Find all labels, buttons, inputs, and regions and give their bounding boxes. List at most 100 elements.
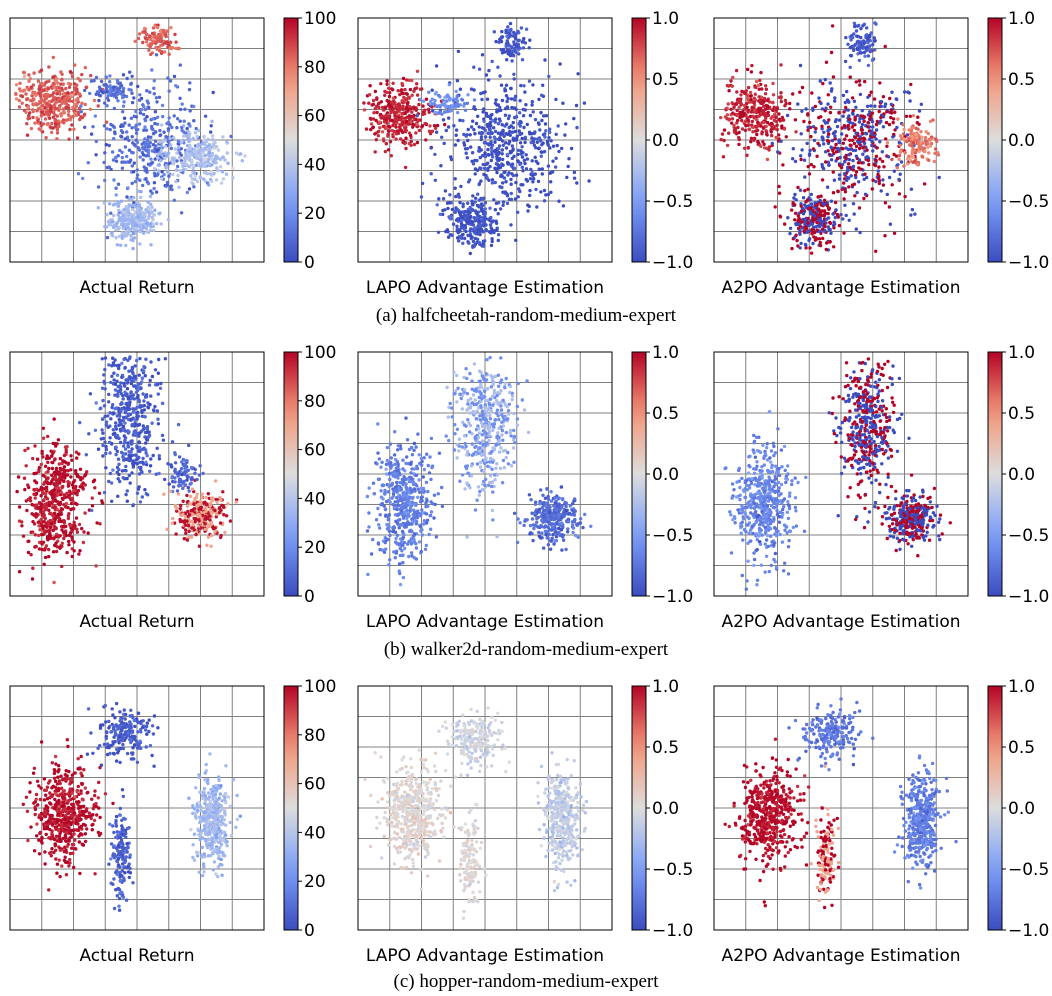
colorbar-tick-label: 60: [304, 107, 326, 127]
data-point: [496, 238, 500, 243]
data-point: [155, 148, 159, 152]
data-point: [837, 177, 842, 181]
data-point: [874, 137, 878, 141]
data-point: [114, 193, 118, 197]
data-point: [820, 107, 825, 111]
data-point: [800, 85, 805, 90]
data-point: [122, 160, 126, 164]
data-point: [866, 95, 870, 99]
data-point: [189, 138, 193, 142]
data-point: [477, 240, 481, 245]
data-point: [506, 25, 510, 29]
data-point: [831, 212, 835, 216]
data-point: [829, 158, 834, 162]
data-point: [549, 190, 553, 194]
data-point: [375, 97, 379, 102]
data-point: [231, 176, 235, 180]
data-point: [732, 123, 736, 128]
data-point: [70, 123, 74, 127]
data-point: [843, 160, 847, 164]
data-point: [380, 114, 384, 118]
data-point: [396, 131, 401, 135]
data-point: [793, 218, 797, 222]
data-point: [490, 178, 495, 182]
data-point: [451, 98, 456, 103]
data-point: [765, 98, 770, 103]
data-point: [388, 140, 393, 144]
colorbar-tick-label: 1.0: [652, 9, 679, 29]
data-point: [175, 151, 179, 155]
data-point: [742, 146, 747, 150]
data-point: [62, 97, 67, 101]
data-point: [479, 148, 483, 152]
data-point: [484, 162, 488, 167]
data-point: [54, 76, 59, 81]
data-point: [136, 487, 141, 491]
data-point: [113, 202, 117, 206]
data-point: [32, 97, 36, 102]
data-point: [26, 446, 30, 451]
data-point: [752, 100, 756, 105]
data-point: [457, 239, 461, 243]
data-point: [464, 151, 468, 155]
data-point: [812, 165, 816, 169]
data-point: [783, 98, 788, 103]
data-point: [488, 132, 492, 136]
data-point: [796, 218, 800, 223]
data-point: [535, 140, 539, 144]
data-point: [47, 99, 51, 104]
data-point: [46, 481, 50, 486]
data-point: [42, 482, 46, 486]
data-point: [118, 148, 122, 153]
data-point: [829, 145, 833, 149]
data-point: [445, 228, 450, 232]
data-point: [89, 79, 94, 83]
data-point: [69, 115, 73, 119]
data-point: [74, 113, 79, 117]
data-point: [114, 159, 119, 163]
data-point: [846, 162, 851, 166]
data-point: [123, 366, 127, 370]
data-point: [455, 236, 460, 240]
data-point: [874, 249, 878, 253]
data-point: [509, 177, 513, 182]
data-point: [508, 21, 513, 26]
data-point: [181, 134, 186, 138]
data-point: [472, 88, 476, 92]
data-point: [766, 113, 771, 118]
data-point: [61, 82, 65, 86]
data-point: [178, 156, 182, 160]
data-point: [116, 154, 120, 158]
data-point: [801, 212, 806, 216]
data-point: [146, 154, 151, 158]
data-point: [833, 99, 837, 103]
data-point: [876, 172, 880, 177]
data-point: [17, 505, 22, 509]
data-point: [50, 454, 54, 458]
data-point: [111, 158, 116, 162]
data-point: [834, 118, 838, 122]
data-point: [505, 152, 509, 157]
data-point: [118, 389, 122, 393]
data-point: [136, 215, 140, 219]
data-point: [118, 81, 123, 85]
data-point: [857, 43, 861, 47]
data-point: [42, 94, 47, 98]
data-point: [853, 24, 857, 29]
data-point: [746, 85, 751, 90]
data-point: [51, 495, 55, 499]
data-point: [138, 155, 142, 159]
data-point: [560, 146, 564, 151]
data-point: [521, 114, 526, 118]
data-point: [504, 141, 508, 145]
data-point: [37, 547, 42, 551]
data-point: [176, 173, 180, 178]
data-point: [30, 577, 35, 581]
data-point: [798, 229, 802, 233]
data-point: [41, 436, 46, 440]
data-point: [27, 116, 31, 120]
data-point: [67, 85, 72, 89]
data-point: [36, 79, 41, 83]
data-point: [725, 106, 729, 111]
data-point: [866, 121, 870, 125]
